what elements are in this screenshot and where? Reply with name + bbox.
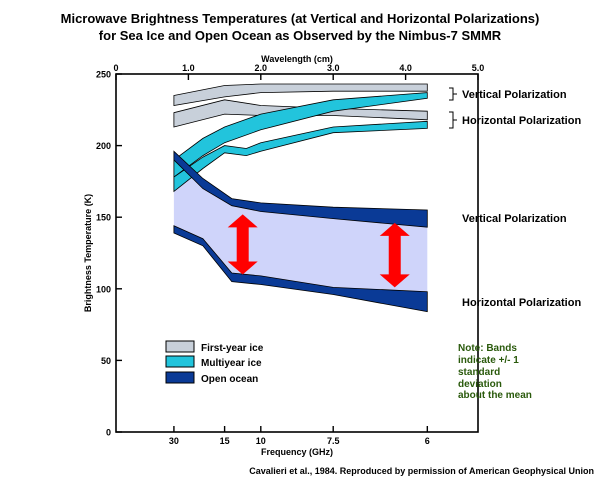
arrows-layer bbox=[227, 214, 410, 288]
chart-title: Microwave Brightness Temperatures (at Ve… bbox=[61, 11, 540, 26]
legend-label-multiyear-ice: Multiyear ice bbox=[201, 358, 262, 369]
x-tick-label: 15 bbox=[220, 436, 230, 446]
band-oo_v bbox=[173, 150, 428, 228]
band-oo_h bbox=[173, 225, 428, 313]
legend-swatch-open-ocean bbox=[165, 371, 195, 384]
note-line: deviation bbox=[458, 379, 502, 390]
y-axis-title: Brightness Temperature (K) bbox=[83, 194, 93, 312]
brace-horizontal-icon bbox=[449, 111, 457, 129]
label-horizontal-polarization-bottom: Horizontal Polarization bbox=[462, 297, 581, 309]
note-line: Note: Bands bbox=[458, 343, 517, 354]
x-axis-title: Frequency (GHz) bbox=[261, 447, 333, 457]
x-tick-label: 7.5 bbox=[327, 436, 340, 446]
legend: First-year ice Multiyear ice Open ocean bbox=[165, 340, 264, 385]
legend-label-first-year-ice: First-year ice bbox=[201, 343, 264, 354]
legend-swatch-first-year-ice bbox=[165, 340, 195, 353]
credit-line: Cavalieri et al., 1984. Reproduced by pe… bbox=[249, 466, 594, 476]
x2-tick-label: 4.0 bbox=[399, 63, 412, 73]
y-tick-label: 0 bbox=[106, 428, 111, 438]
legend-label-open-ocean: Open ocean bbox=[201, 374, 258, 385]
note-line: standard bbox=[458, 367, 500, 378]
x2-axis-title: Wavelength (cm) bbox=[261, 54, 333, 64]
note-line: about the mean bbox=[458, 390, 532, 401]
label-vertical-polarization-top: Vertical Polarization bbox=[462, 89, 567, 101]
band-fy_v bbox=[173, 83, 428, 106]
y-tick-label: 250 bbox=[96, 70, 111, 80]
note-block: Note: Bands indicate +/- 1 standard devi… bbox=[458, 343, 532, 401]
y-tick-label: 100 bbox=[96, 284, 111, 294]
x-tick-label: 6 bbox=[425, 436, 430, 446]
chart-subtitle: for Sea Ice and Open Ocean as Observed b… bbox=[99, 28, 502, 43]
double-arrow-icon-2 bbox=[379, 222, 410, 288]
band-my_v bbox=[173, 92, 428, 178]
y-tick-label: 50 bbox=[101, 356, 111, 366]
x2-tick-label: 2.0 bbox=[255, 63, 268, 73]
band-my_h bbox=[173, 120, 428, 193]
label-horizontal-polarization-top: Horizontal Polarization bbox=[462, 115, 581, 127]
x2-tick-label: 5.0 bbox=[472, 63, 485, 73]
double-arrow-icon-1 bbox=[227, 214, 258, 275]
x-tick-label: 30 bbox=[169, 436, 179, 446]
note-line: indicate +/- 1 bbox=[458, 355, 519, 366]
axes-layer: 0 50 100 150 200 250 30 15 10 7.5 6 0 1.0 2.0 3.0 4.0 5.… bbox=[96, 63, 484, 446]
legend-swatch-multiyear-ice bbox=[165, 355, 195, 368]
brace-vertical-icon bbox=[449, 87, 457, 101]
x2-tick-label: 1.0 bbox=[182, 63, 195, 73]
label-vertical-polarization-mid: Vertical Polarization bbox=[462, 213, 567, 225]
x2-tick-label: 3.0 bbox=[327, 63, 340, 73]
x2-tick-label: 0 bbox=[113, 63, 118, 73]
y-tick-label: 200 bbox=[96, 141, 111, 151]
y-tick-label: 150 bbox=[96, 213, 111, 223]
plot-frame bbox=[115, 73, 479, 433]
x-tick-label: 10 bbox=[256, 436, 266, 446]
bands-layer bbox=[173, 83, 428, 313]
